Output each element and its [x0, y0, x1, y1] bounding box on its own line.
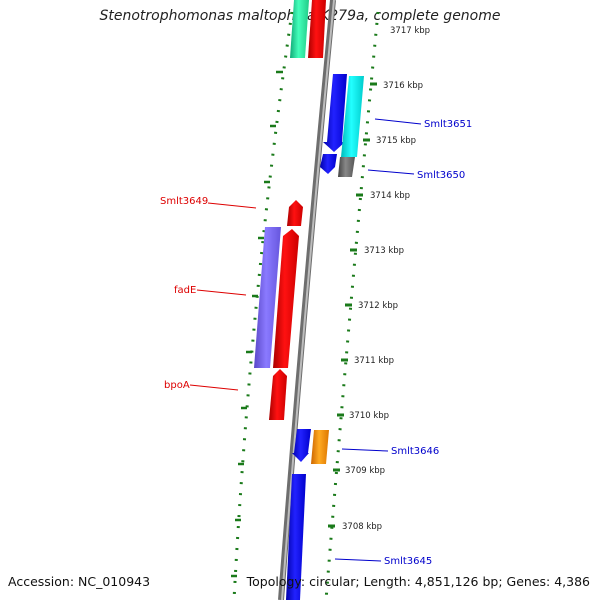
scale-label: 3717 kbp [390, 26, 430, 36]
gene-smlt3650-arrow[interactable] [320, 154, 337, 174]
gene-label-smlt3651: Smlt3651 [424, 119, 472, 130]
gene-gray-arrow[interactable] [338, 157, 355, 177]
scale-ticks [328, 82, 377, 528]
gene-orange-arrow[interactable] [311, 430, 329, 464]
left-dotted-track [232, 11, 294, 600]
scale-label: 3709 kbp [345, 466, 385, 476]
gene-label-smlt3646: Smlt3646 [391, 446, 439, 457]
left-track-ticks [231, 70, 283, 578]
scale-label: 3708 kbp [342, 522, 382, 532]
scale-label: 3714 kbp [370, 191, 410, 201]
leader-smlt3649 [207, 202, 257, 209]
gene-label-smlt3645: Smlt3645 [384, 556, 432, 567]
leader-smlt3645 [334, 558, 382, 562]
gene-arrow-red-top[interactable] [308, 0, 326, 58]
gene-smlt3646-arrow[interactable] [292, 429, 311, 462]
scale-label: 3712 kbp [358, 301, 398, 311]
scale-label: 3716 kbp [383, 81, 423, 91]
gene-label-bpoa: bpoA [164, 380, 190, 391]
leader-bpoa [189, 384, 239, 391]
gene-smlt3645-arrow[interactable] [286, 474, 306, 600]
leader-fade [196, 289, 247, 296]
topology-label: Topology: circular; Length: 4,851,126 bp… [246, 574, 590, 589]
scale-label: 3710 kbp [349, 411, 389, 421]
gene-arrow-teal[interactable] [290, 0, 309, 58]
gene-label-smlt3650: Smlt3650 [417, 170, 465, 181]
scale-label: 3713 kbp [364, 246, 404, 256]
right-dotted-track [324, 11, 380, 600]
gene-smlt3651-arrow[interactable] [323, 74, 347, 152]
scale-label: 3715 kbp [376, 136, 416, 146]
gene-cyan-arrow[interactable] [341, 76, 364, 157]
gene-smlt3649-arrow[interactable] [287, 200, 303, 226]
accession-label: Accession: NC_010943 [8, 574, 151, 589]
scale-label: 3711 kbp [354, 356, 394, 366]
leader-smlt3646 [341, 448, 389, 452]
leader-smlt3650 [367, 169, 415, 175]
leader-smlt3651 [374, 118, 422, 125]
gene-fade-arrow[interactable] [273, 229, 299, 368]
gene-bpoa-arrow[interactable] [269, 369, 287, 420]
gene-label-smlt3649: Smlt3649 [160, 196, 208, 207]
gene-purple-arrow[interactable] [254, 227, 281, 368]
gene-label-fade: fadE [174, 285, 196, 296]
